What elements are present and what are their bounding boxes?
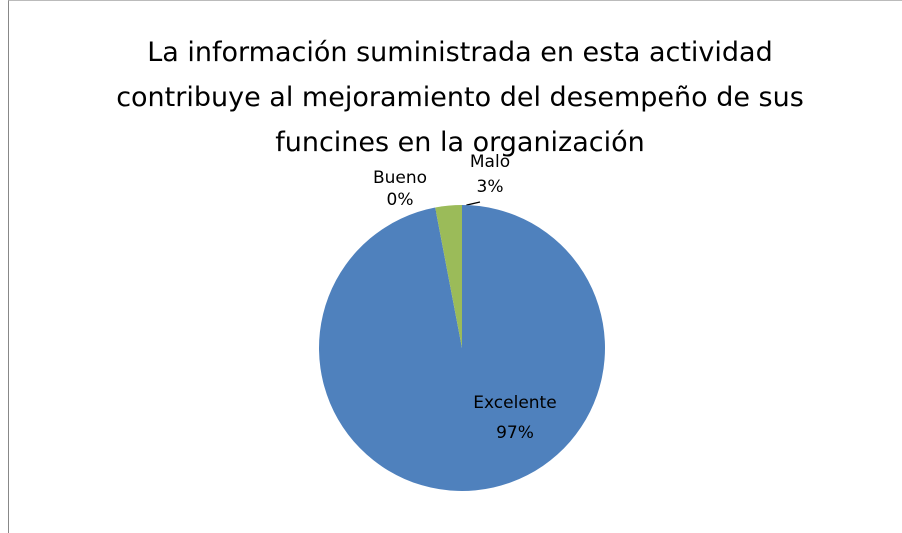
- slice-value-label: 97%: [496, 423, 534, 443]
- chart-title: La información suministrada en esta acti…: [116, 37, 804, 158]
- slice-value-label: 3%: [477, 177, 504, 197]
- pie-slice: [318, 205, 605, 492]
- slice-label: Excelente: [473, 393, 556, 413]
- slice-value-label: 0%: [387, 190, 414, 210]
- pie-slice: [435, 205, 462, 348]
- chart-frame: [8, 0, 902, 533]
- slice-label: Bueno: [373, 168, 427, 188]
- slice-label: Malo: [470, 152, 510, 172]
